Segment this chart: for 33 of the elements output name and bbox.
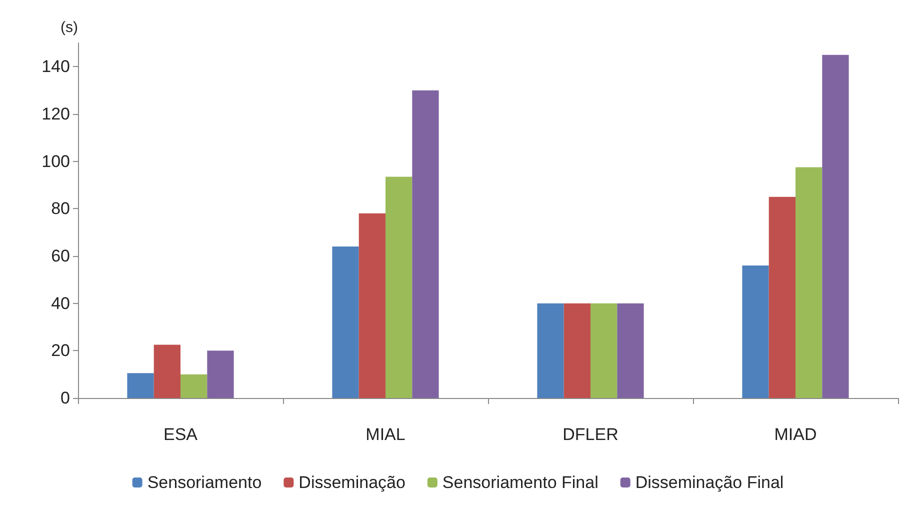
y-tick-label: 40	[51, 294, 70, 313]
y-tick-label: 80	[51, 199, 70, 218]
bar	[564, 303, 590, 398]
bar	[154, 344, 180, 398]
legend-label: Disseminação Final	[635, 473, 784, 492]
bar	[358, 213, 386, 398]
bar	[617, 303, 644, 398]
legend-label: Disseminação	[298, 473, 406, 492]
bar	[796, 167, 822, 398]
bar	[412, 90, 439, 398]
y-tick-label: 140	[42, 57, 70, 76]
x-tick-label: DFLER	[562, 425, 618, 444]
y-tick-label: 0	[60, 388, 70, 408]
bar	[742, 265, 769, 398]
y-tick-label: 120	[42, 104, 70, 124]
y-tick-label: 100	[42, 152, 70, 171]
bar	[127, 373, 154, 398]
bar	[332, 246, 359, 398]
y-tick-label: 20	[51, 341, 70, 360]
bar	[768, 196, 796, 398]
legend-label: Sensoriamento Final	[442, 473, 598, 492]
bar	[537, 303, 564, 398]
y-axis-title: (s)	[60, 19, 78, 36]
bar	[207, 350, 234, 398]
bar	[590, 303, 618, 398]
x-tick-label: ESA	[163, 425, 198, 444]
y-tick-label: 60	[51, 246, 70, 266]
bar	[386, 176, 412, 398]
x-tick-label: MIAL	[366, 425, 406, 444]
x-tick-label: MIAD	[774, 425, 817, 444]
bar	[180, 374, 208, 398]
legend-label: Sensoriamento	[147, 473, 262, 492]
bar	[822, 54, 849, 398]
